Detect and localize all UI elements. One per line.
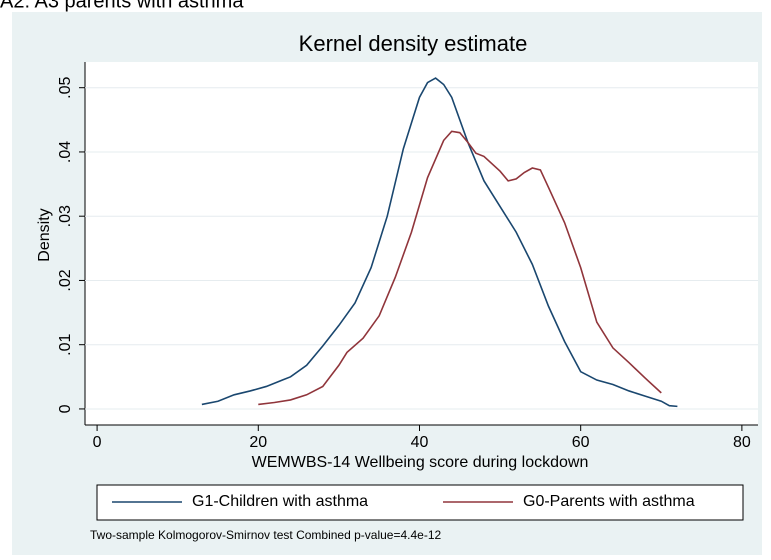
x-tick-label: 60	[572, 434, 590, 451]
x-tick-label: 20	[249, 434, 267, 451]
x-tick-label: 40	[411, 434, 429, 451]
density-line	[258, 130, 662, 406]
x-tick-label: 0	[93, 434, 102, 451]
y-tick-label: .03	[57, 205, 74, 227]
header: A2: A3 parents with asthma	[0, 0, 244, 12]
density-line	[201, 77, 678, 408]
y-tick-label: .02	[57, 269, 74, 291]
chart-title: Kernel density estimate	[299, 31, 528, 56]
y-axis-label: Density	[36, 208, 53, 261]
plot-area	[85, 62, 758, 425]
x-tick-label: 80	[733, 434, 751, 451]
legend	[96, 484, 744, 521]
legend-label: G1-Children with asthma	[192, 493, 368, 510]
y-tick-label: .05	[57, 76, 74, 98]
x-axis-label: WEMWBS-14 Wellbeing score during lockdow…	[252, 454, 589, 471]
legend-label: G0-Parents with asthma	[523, 493, 695, 510]
y-tick-label: .04	[57, 141, 74, 163]
y-tick-label: .01	[57, 333, 74, 355]
note: Two-sample Kolmogorov-Smirnov test Combi…	[90, 528, 441, 542]
y-tick-label: 0	[57, 404, 74, 413]
